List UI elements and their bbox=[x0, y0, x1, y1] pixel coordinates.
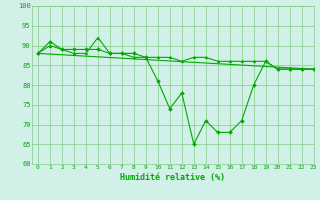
X-axis label: Humidité relative (%): Humidité relative (%) bbox=[120, 173, 225, 182]
